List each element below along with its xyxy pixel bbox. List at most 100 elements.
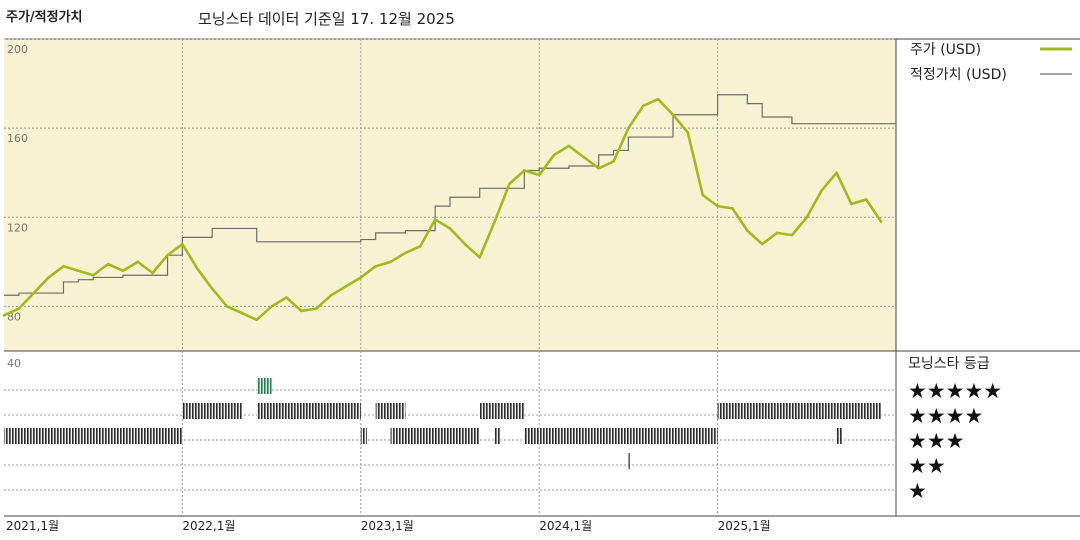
price-point [597,166,600,170]
rating-panel-title: 모닝스타 등급 [908,356,990,372]
y-tick-label: 40 [7,357,21,370]
price-point [493,220,496,224]
price-point [225,305,229,308]
x-tick-label: 2021,1월 [6,519,59,533]
price-point [641,104,645,108]
rating-5-stars: ★★★★★ [908,379,1002,403]
price-point [864,198,868,201]
price-line [3,97,883,322]
price-point [32,291,36,295]
rating-band-segment [256,403,361,419]
rating-band-segment [4,428,183,444]
price-point [627,126,630,130]
price-point [775,231,779,235]
rating-band-segment [628,453,630,469]
x-tick-label: 2025,1월 [718,519,771,533]
price-point [671,113,675,117]
price-point [270,305,273,308]
rating-bands [4,378,882,469]
rating-band-segment [390,428,480,444]
price-point [210,287,214,290]
price-point [285,296,288,299]
price-point [523,169,526,172]
x-tick-labels: 2021,1월 2022,1월 2023,1월 2024,1월 2025,1월 [6,519,771,533]
price-point [255,318,259,322]
rating-band-segment [494,403,525,419]
upper-plot-background [4,39,896,351]
price-point [77,269,80,273]
x-tick-label: 2024,1월 [539,519,592,533]
rating-band-segment [836,428,843,444]
price-point [835,171,838,175]
rating-band-segment [717,403,837,419]
price-point [314,307,318,310]
y-tick-label: 200 [7,43,28,56]
price-point [716,204,719,208]
rating-1-star: ★ [908,479,927,503]
price-point [344,285,348,288]
price-point [136,260,140,264]
price-point [62,265,65,268]
legend-fair-label: 적정가치 (USD) [910,67,1007,83]
price-point [389,260,392,264]
price-point [820,189,823,192]
rating-band-segment [182,403,242,419]
price-point [537,173,541,177]
price-point [17,307,21,310]
x-tick-label: 2023,1월 [361,519,414,533]
rating-band-segment [836,403,882,419]
price-point [463,242,467,246]
rating-band-segment [479,403,495,419]
price-point [2,314,6,317]
chart-subtitle: 모닝스타 데이터 기준일 17. 12월 2025 [198,10,455,28]
price-point [121,269,125,273]
price-point [582,155,586,159]
price-point [359,276,363,279]
price-point [552,153,556,157]
price-point [151,271,154,275]
price-point [731,207,734,210]
price-point [879,220,883,224]
price-point [746,229,749,232]
x-tick-label: 2022,1월 [182,519,235,533]
rating-2-stars: ★★ [908,454,946,478]
price-point [567,144,571,148]
price-point [612,160,615,163]
rating-band-segment [494,428,501,444]
price-point [805,215,809,219]
rating-4-stars: ★★★★ [908,404,983,428]
price-point [106,262,110,266]
price-point [433,218,437,221]
price-point [47,276,50,279]
price-point [418,244,422,248]
fair-value-series [4,94,896,296]
price-point [850,202,853,206]
price-point [240,311,244,315]
price-point [195,267,199,270]
legend-price-label: 주가 (USD) [910,42,981,58]
price-point [701,193,705,197]
price-series [2,97,883,322]
rating-band-segment [524,428,718,444]
rating-band-segment [375,403,406,419]
chart-title: 주가/적정가치 [6,10,83,25]
price-point [686,131,690,134]
price-point [478,256,482,259]
price-point [374,265,377,268]
price-point [760,242,764,246]
rating-3-stars: ★★★ [908,429,964,453]
price-point [166,253,169,257]
price-point [329,293,333,297]
rating-band-segment [256,378,272,394]
price-point [404,251,407,255]
rating-band-segment [360,428,367,444]
price-point [181,242,184,246]
price-point [656,97,660,101]
price-point [790,233,794,237]
price-point [91,273,95,277]
y-tick-label: 120 [7,221,28,234]
price-point [448,227,452,230]
y-tick-label: 160 [7,132,28,145]
price-point [300,309,303,313]
